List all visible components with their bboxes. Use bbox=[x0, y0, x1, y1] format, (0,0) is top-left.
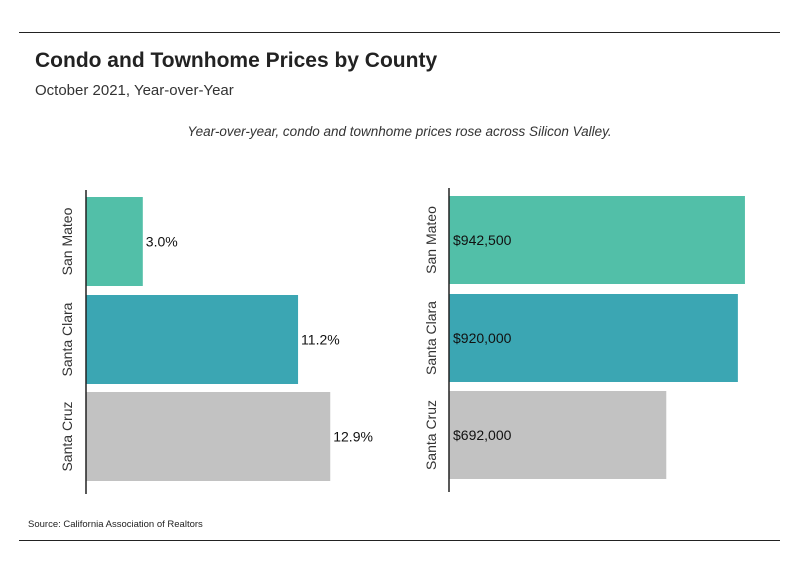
pct-bar-santa-clara bbox=[86, 295, 299, 384]
price-bar-santa-cruz bbox=[449, 391, 667, 479]
price-value-label-san-mateo: $942,500 bbox=[453, 232, 512, 248]
pct-value-label-santa-clara: 11.2% bbox=[301, 332, 340, 348]
price-category-label-santa-cruz: Santa Cruz bbox=[423, 400, 439, 470]
pct-category-label-santa-cruz: Santa Cruz bbox=[59, 401, 75, 471]
pct-bar-san-mateo bbox=[86, 197, 143, 286]
price-bar-santa-clara bbox=[449, 294, 738, 382]
pct-bar-santa-cruz bbox=[86, 392, 331, 481]
pct-value-label-santa-cruz: 12.9% bbox=[333, 429, 373, 445]
chart-title: Condo and Townhome Prices by County bbox=[35, 49, 438, 72]
bottom-rule bbox=[19, 540, 780, 541]
top-rule bbox=[19, 32, 780, 33]
price-category-label-san-mateo: San Mateo bbox=[423, 206, 439, 274]
pct-category-label-santa-clara: Santa Clara bbox=[59, 302, 75, 376]
price-value-label-santa-cruz: $692,000 bbox=[453, 427, 512, 443]
pct-value-label-san-mateo: 3.0% bbox=[146, 234, 178, 250]
pct-category-label-san-mateo: San Mateo bbox=[59, 207, 75, 275]
price-bar-san-mateo bbox=[449, 196, 745, 284]
source-note: Source: California Association of Realto… bbox=[28, 519, 203, 530]
price-value-label-santa-clara: $920,000 bbox=[453, 330, 512, 346]
chart-annotation: Year-over-year, condo and townhome price… bbox=[187, 124, 612, 139]
chart-subtitle: October 2021, Year-over-Year bbox=[35, 82, 234, 99]
price-category-label-santa-clara: Santa Clara bbox=[423, 301, 439, 375]
